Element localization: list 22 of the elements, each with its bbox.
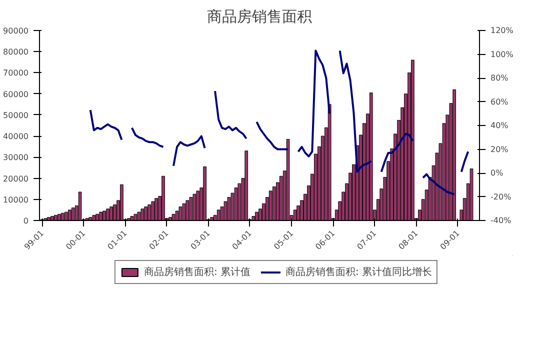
y2-tick-label: -40% (490, 216, 512, 225)
y2-tick-label: 120% (490, 26, 514, 35)
y2-tick-label: 0% (490, 168, 504, 178)
y-tick-label: 70000 (3, 68, 29, 78)
chart-title: 商品房销售面积 (207, 8, 312, 26)
y2-tick-label: 100% (490, 50, 514, 59)
y-tick-label: 10000 (3, 195, 29, 204)
y2-tick-label: -20% (490, 192, 512, 202)
y-tick-label: 50000 (3, 110, 29, 120)
legend-label: 商品房销售面积: 累计值同比增长 (286, 266, 432, 279)
y-tick-label: 0 (23, 216, 29, 226)
y2-tick-label: 60% (490, 97, 509, 106)
y2-tick-label: 20% (490, 144, 509, 154)
y-tick-label: 30000 (3, 153, 29, 162)
y2-tick-label: 40% (490, 121, 509, 130)
y-tick-label: 20000 (3, 174, 29, 184)
legend-label: 商品房销售面积: 累计值 (144, 266, 250, 279)
y-tick-label: 40000 (3, 132, 29, 142)
y-tick-label: 60000 (3, 90, 29, 99)
y-tick-label: 80000 (3, 48, 29, 57)
y-tick-label: 90000 (3, 26, 29, 36)
y2-tick-label: 80% (490, 74, 509, 82)
